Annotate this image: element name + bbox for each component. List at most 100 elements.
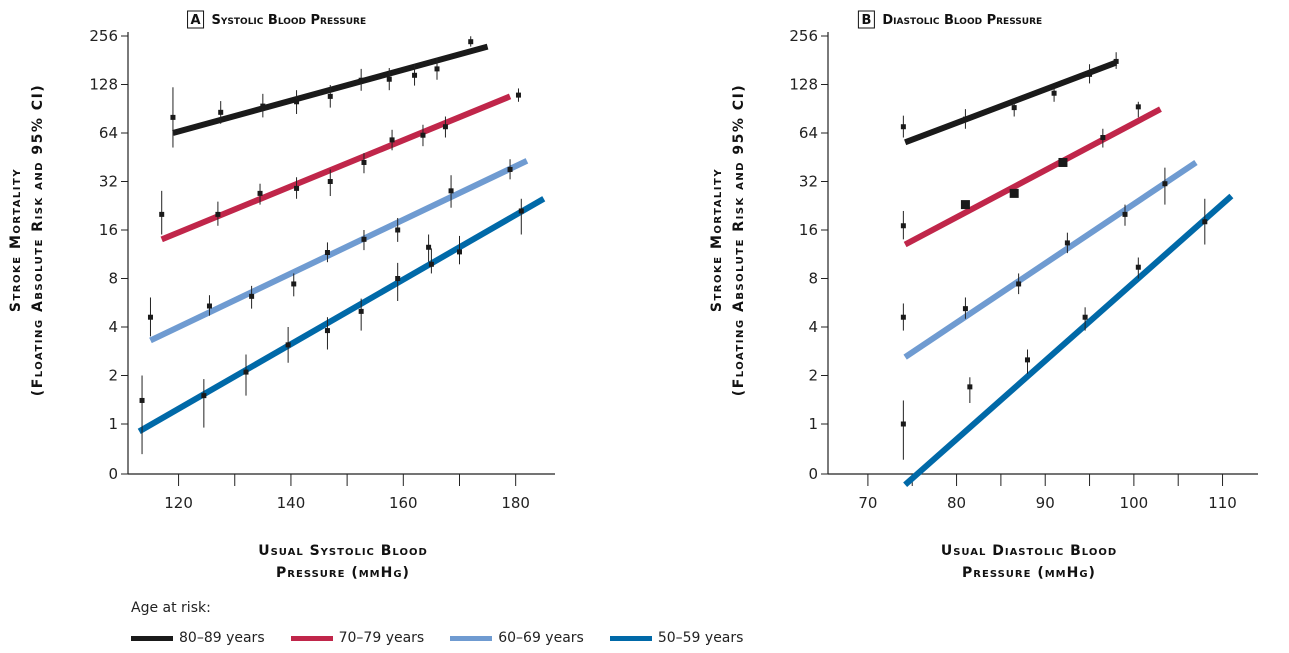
- data-point: [1058, 157, 1068, 167]
- data-point: [1064, 240, 1070, 246]
- legend-label-70-79: 70–79 years: [338, 630, 425, 646]
- data-point: [395, 276, 401, 281]
- data-point: [260, 103, 266, 109]
- y-tick-label: 128: [789, 76, 818, 94]
- data-point: [456, 249, 462, 255]
- y-tick-label: 16: [799, 221, 818, 239]
- data-point: [442, 124, 448, 130]
- fit-line: [160, 93, 512, 243]
- data-point: [1135, 104, 1141, 110]
- data-point: [1011, 105, 1017, 111]
- fit-line: [903, 193, 1234, 487]
- x-tick-label: 110: [1208, 494, 1237, 512]
- panel-a: A Systolic Blood Pressure 0 1 2 4 8 16 32 64 128 25…: [8, 10, 555, 581]
- y-tick-label: 64: [799, 124, 818, 142]
- y-tick-label: 0: [108, 465, 118, 483]
- y-tick-label: 16: [99, 221, 118, 239]
- data-point: [1113, 58, 1119, 64]
- fit-line: [904, 59, 1118, 146]
- panel-title: Diastolic Blood Pressure: [882, 13, 1042, 28]
- series-50-59-: [900, 193, 1234, 487]
- y-tick-label: 8: [108, 270, 118, 288]
- data-point: [389, 137, 395, 143]
- y-tick-label: 256: [789, 27, 818, 45]
- data-point: [962, 306, 968, 312]
- data-point: [1016, 281, 1022, 287]
- series-60-69-: [900, 159, 1198, 360]
- y-axis-label: Stroke Mortality: [8, 168, 24, 312]
- data-point: [900, 421, 906, 427]
- data-point: [967, 384, 973, 390]
- legend-item-70-79: 70–79 years: [290, 630, 425, 646]
- series-60-69-: [147, 158, 529, 344]
- panel-letter: A: [191, 13, 201, 28]
- data-point: [900, 124, 906, 130]
- series-80-89-: [170, 36, 521, 148]
- x-tick-label: 120: [164, 494, 193, 512]
- y-tick-label: 4: [808, 318, 818, 336]
- data-point: [218, 109, 224, 115]
- data-point: [1051, 90, 1057, 96]
- data-point: [1135, 264, 1141, 270]
- y-tick-label: 4: [108, 318, 118, 336]
- legend-item-50-59: 50–59 years: [609, 630, 744, 646]
- data-point: [515, 92, 521, 98]
- y-tick-label: 128: [89, 76, 118, 94]
- data-point: [358, 308, 364, 314]
- y-tick-label: 0: [808, 465, 818, 483]
- data-point: [900, 223, 906, 229]
- x-tick-label: 70: [858, 494, 877, 512]
- legend-label-50-59: 50–59 years: [657, 630, 744, 646]
- x-axis-label: Usual Diastolic Blood: [941, 543, 1117, 559]
- data-point: [412, 72, 418, 78]
- legend-item-60-69: 60–69 years: [450, 630, 584, 646]
- data-point: [243, 369, 249, 375]
- legend-label-60-69: 60–69 years: [498, 630, 584, 646]
- y-tick-label: 256: [89, 27, 118, 45]
- panel-b: B Diastolic Blood Pressure 0 1 2 4 8 16 32 64 128 2…: [709, 10, 1258, 581]
- data-point: [215, 211, 221, 217]
- series-50-59-: [137, 196, 546, 455]
- legend-swatch-80-89: [131, 635, 173, 641]
- y-tick-label: 8: [808, 270, 818, 288]
- panel-title: Systolic Blood Pressure: [212, 13, 367, 28]
- data-point: [139, 397, 145, 403]
- data-point: [294, 185, 300, 191]
- y-tick-label: 32: [99, 173, 118, 191]
- data-point: [960, 200, 970, 210]
- data-point: [962, 116, 968, 122]
- data-point: [324, 328, 330, 334]
- data-point: [1082, 314, 1088, 320]
- data-point: [324, 250, 330, 256]
- data-point: [294, 99, 300, 105]
- y-tick-label: 1: [108, 415, 118, 433]
- data-point: [1100, 135, 1106, 141]
- y-tick-label: 32: [799, 173, 818, 191]
- y-axis-label: Stroke Mortality: [709, 168, 725, 312]
- fit-line: [137, 196, 546, 434]
- data-point: [361, 159, 367, 165]
- x-tick-label: 160: [389, 494, 418, 512]
- legend-item-80-89: 80–89 years: [131, 630, 265, 646]
- x-tick-label: 90: [1036, 494, 1055, 512]
- data-point: [1024, 357, 1030, 363]
- data-point: [468, 39, 474, 45]
- y-axis-label: (Floating Absolute Risk and 95% CI): [30, 84, 46, 396]
- legend-swatch-50-59: [609, 635, 652, 641]
- fit-line: [903, 159, 1198, 360]
- data-point: [361, 236, 367, 242]
- data-point: [900, 314, 906, 320]
- x-axis-label: Pressure (mmHg): [276, 565, 410, 581]
- data-point: [291, 281, 297, 287]
- legend-swatch-60-69: [450, 635, 493, 641]
- x-tick-label: 140: [277, 494, 306, 512]
- legend: 80–89 years 70–79 years 60–69 years 50–5…: [131, 630, 769, 646]
- y-tick-label: 64: [99, 124, 118, 142]
- y-tick-label: 2: [808, 367, 818, 385]
- x-tick-label: 80: [947, 494, 966, 512]
- data-point: [1009, 188, 1019, 198]
- data-point: [518, 208, 524, 214]
- data-point: [1122, 211, 1128, 217]
- x-axis-label: Usual Systolic Blood: [258, 543, 428, 559]
- data-point: [159, 211, 165, 217]
